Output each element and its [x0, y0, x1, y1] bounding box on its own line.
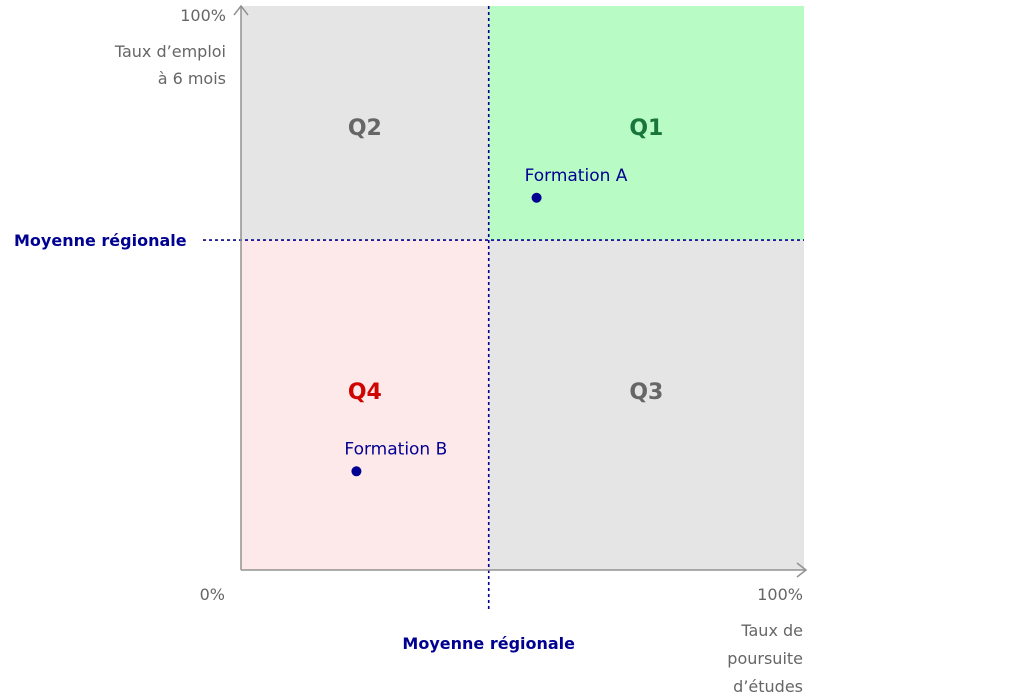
- y-axis-title-line-2: à 6 mois: [158, 69, 226, 88]
- quadrant-q3-label: Q3: [629, 380, 663, 405]
- x-axis-title-line-3: d’études: [733, 677, 803, 696]
- y-axis-max-label: 100%: [180, 6, 226, 25]
- data-point-label-1: Formation A: [525, 166, 628, 186]
- x-axis-title-line-2: poursuite: [727, 649, 803, 668]
- data-point-label-2: Formation B: [344, 439, 447, 459]
- x-axis-min-label: 0%: [200, 585, 225, 604]
- quadrant-q1-label: Q1: [629, 116, 663, 141]
- y-axis-arrowhead: [233, 4, 249, 16]
- mean-vertical-label: Moyenne régionale: [402, 634, 575, 653]
- quadrant-q4-label: Q4: [348, 380, 382, 405]
- quadrant-backgrounds: Q1 Q2 Q3 Q4: [241, 6, 804, 570]
- data-points: Formation A Formation B: [344, 166, 628, 477]
- quadrant-q2-area: [241, 6, 489, 241]
- data-point-1: [531, 192, 542, 203]
- data-point-2: [351, 466, 362, 477]
- mean-horizontal-label: Moyenne régionale: [14, 231, 187, 250]
- x-axis-max-label: 100%: [757, 585, 803, 604]
- x-axis-title-line-1: Taux de: [740, 621, 803, 640]
- x-axis-arrowhead: [796, 562, 808, 578]
- quadrant-q2-label: Q2: [348, 116, 382, 141]
- quadrant-q1-area: [488, 6, 804, 241]
- quadrant-q4-area: [241, 240, 489, 570]
- mean-lines: Moyenne régionale Moyenne régionale: [14, 6, 804, 653]
- axes: 100% Taux d’emploi à 6 mois 0% 100% Taux…: [114, 4, 808, 696]
- y-axis-title-line-1: Taux d’emploi: [114, 42, 226, 61]
- quadrant-q3-area: [488, 240, 804, 570]
